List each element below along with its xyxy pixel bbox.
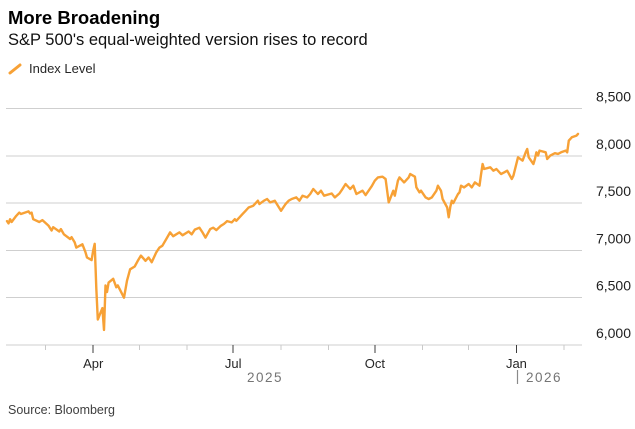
year-label: 2026	[526, 370, 562, 385]
y-axis-label: 8,000	[596, 136, 631, 152]
source-note: Source: Bloomberg	[8, 403, 116, 417]
legend-line-icon	[8, 63, 22, 74]
year-label: 2025	[247, 370, 283, 385]
y-axis-label: 7,500	[596, 183, 631, 199]
x-axis-label: Apr	[83, 356, 104, 371]
page-title: More Broadening	[8, 7, 161, 28]
x-axis-label: Jan	[506, 356, 527, 371]
series-line	[5, 132, 580, 332]
legend: Index Level	[8, 61, 96, 76]
legend-label: Index Level	[29, 61, 96, 76]
y-axis-label: 6,500	[596, 278, 631, 294]
x-axis-label: Oct	[365, 356, 386, 371]
chart-subtitle: S&P 500's equal-weighted version rises t…	[8, 31, 368, 49]
y-axis-label: 6,000	[596, 325, 631, 341]
x-axis-label: Jul	[225, 356, 242, 371]
y-axis-label: 8,500	[596, 89, 631, 105]
y-axis-label: 7,000	[596, 230, 631, 246]
